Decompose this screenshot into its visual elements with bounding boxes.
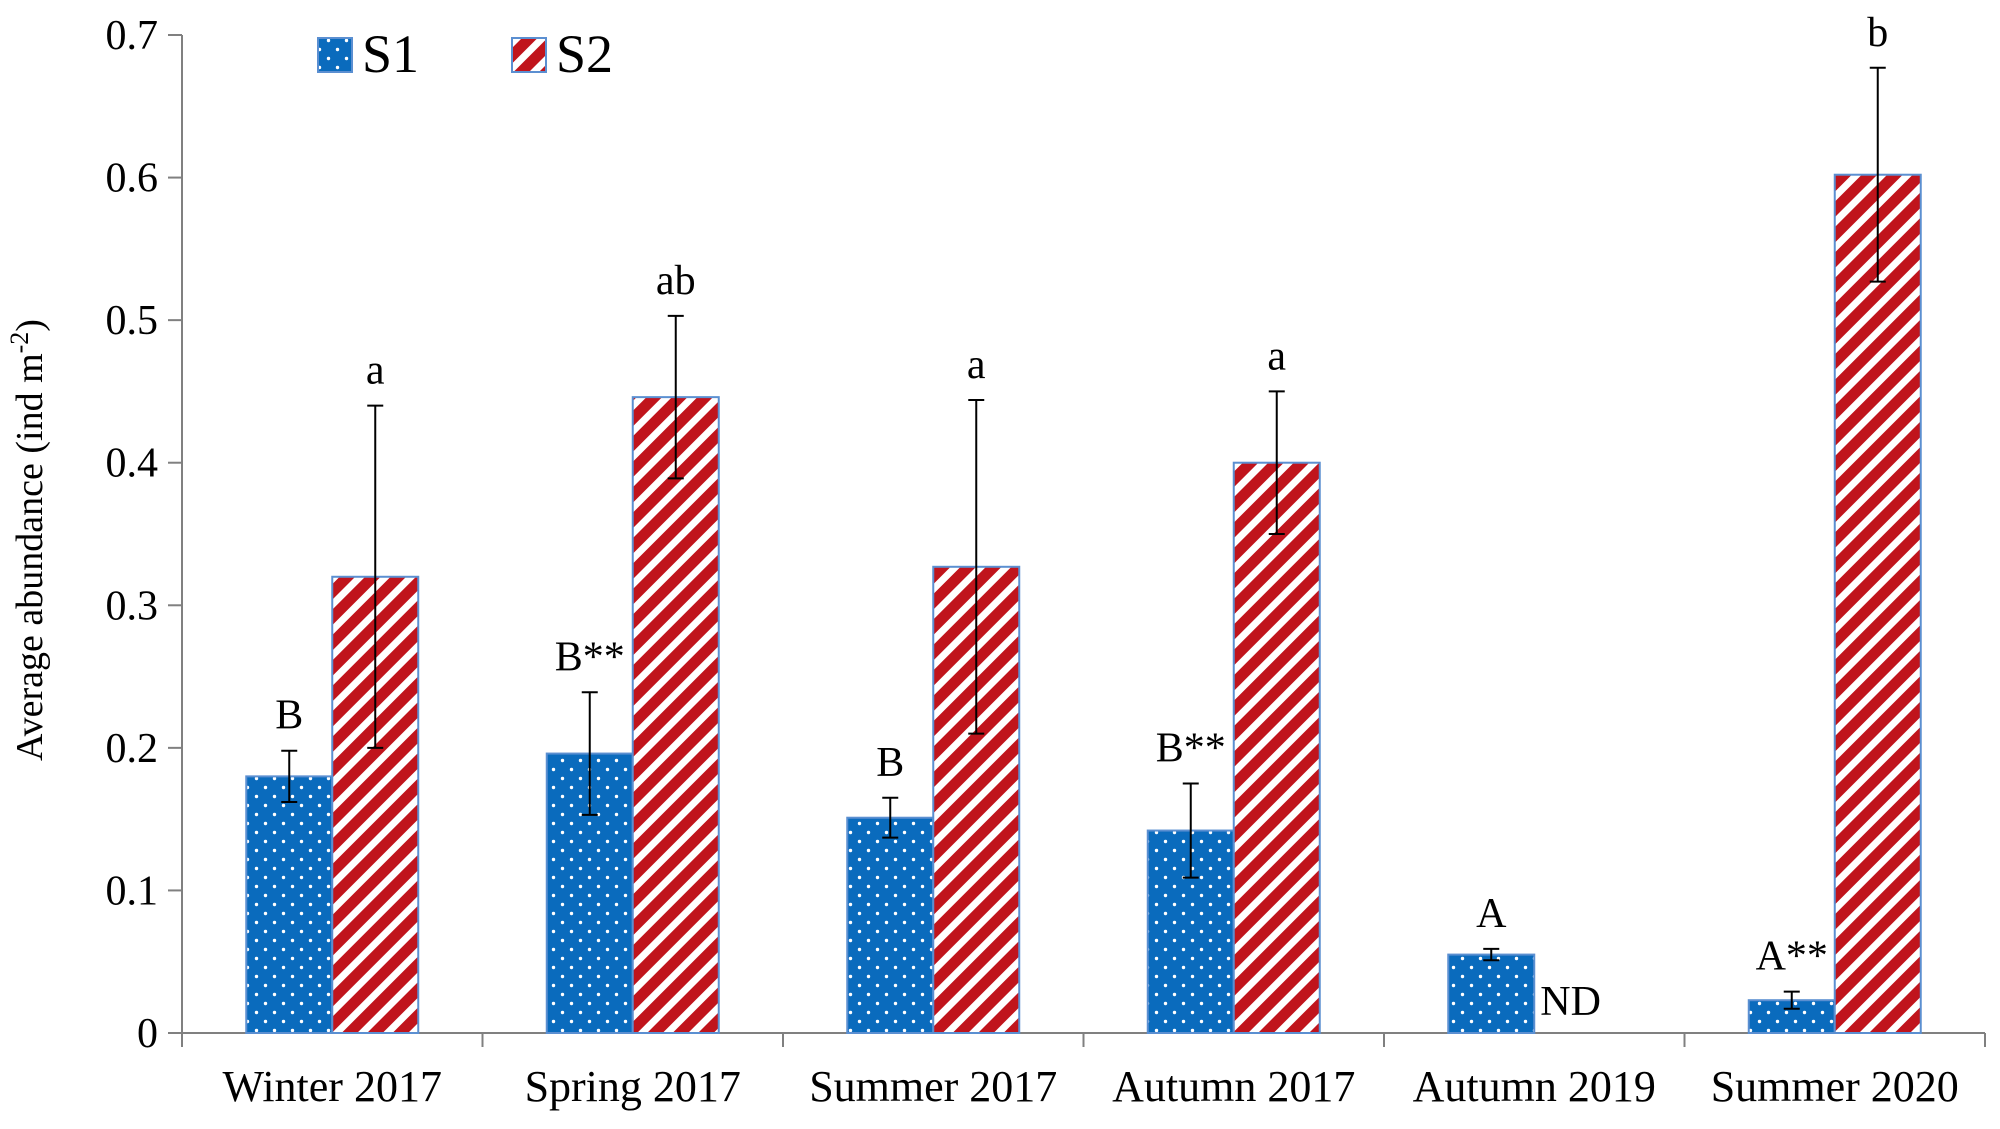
bar-annotation: B** xyxy=(1156,726,1226,772)
y-axis-label: Average abundance (ind m-2) xyxy=(5,319,51,761)
bar-annotation: A xyxy=(1476,891,1507,937)
y-tick-label: 0.2 xyxy=(106,726,159,772)
bars xyxy=(245,173,1922,1035)
s1-bar xyxy=(846,816,935,1035)
x-category-label: Summer 2020 xyxy=(1711,1062,1959,1111)
y-axis: 0 0.1 0.2 0.3 0.4 0.5 0.6 0.7 xyxy=(106,13,183,1057)
legend: S1 S2 xyxy=(317,24,613,84)
bar-annotation: A** xyxy=(1756,934,1828,980)
bar-annotation: a xyxy=(1267,333,1286,379)
y-tick-label: 0.7 xyxy=(106,13,159,59)
y-axis-label-superscript: -2 xyxy=(5,332,34,354)
y-tick-label: 0 xyxy=(137,1011,158,1057)
y-tick-label: 0.6 xyxy=(106,156,159,202)
bar-annotation: ND xyxy=(1540,979,1601,1025)
legend-swatch-s2 xyxy=(511,37,547,73)
s1-bar xyxy=(1447,953,1536,1034)
x-category-label: Autumn 2019 xyxy=(1413,1062,1656,1111)
bar-annotation: B xyxy=(275,693,303,739)
legend-swatch-s1 xyxy=(317,37,353,73)
legend-label-s1: S1 xyxy=(362,24,419,84)
bar-annotation: b xyxy=(1867,10,1888,56)
y-tick-label: 0.1 xyxy=(106,868,159,914)
bar-annotation: B xyxy=(876,740,904,786)
s1-bar xyxy=(245,775,334,1034)
bar-annotation: ab xyxy=(656,258,696,304)
y-tick-label: 0.3 xyxy=(106,583,159,629)
legend-label-s2: S2 xyxy=(556,24,613,84)
annotations: B B** B B** A A** a ab a a ND b xyxy=(275,10,1888,1025)
bar-annotation: a xyxy=(967,342,986,388)
bar-annotation: B** xyxy=(555,634,625,680)
bar-annotation: a xyxy=(366,348,385,394)
y-tick-label: 0.4 xyxy=(106,441,159,487)
x-category-label: Spring 2017 xyxy=(525,1062,741,1111)
x-category-label: Autumn 2017 xyxy=(1112,1062,1355,1111)
s2-bar xyxy=(1833,173,1922,1035)
y-tick-label: 0.5 xyxy=(106,298,159,344)
x-axis: Winter 2017 Spring 2017 Summer 2017 Autumn … xyxy=(181,1032,1986,1111)
s2-bar xyxy=(631,396,720,1035)
x-category-label: Winter 2017 xyxy=(223,1062,442,1111)
s2-bar xyxy=(1232,461,1321,1034)
x-category-label: Summer 2017 xyxy=(809,1062,1057,1111)
error-bars xyxy=(281,66,1886,1010)
